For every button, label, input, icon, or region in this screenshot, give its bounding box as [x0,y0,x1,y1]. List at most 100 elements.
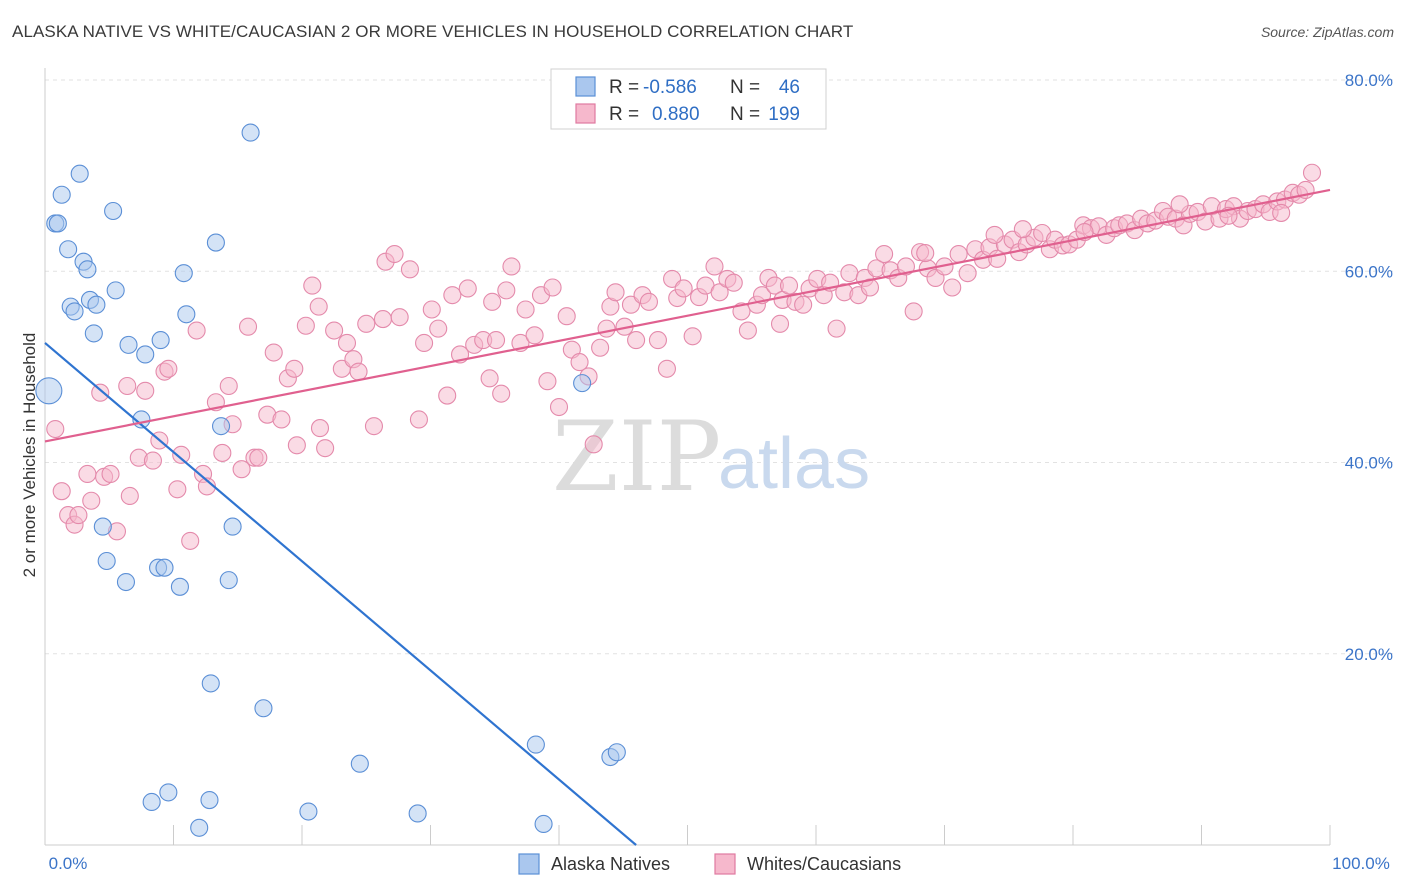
white-point [875,244,894,264]
white-point [896,257,916,276]
white-point [597,319,616,338]
alaska-point [211,417,231,436]
alaska-point [159,783,178,802]
y-tick-label: 80.0% [1345,71,1393,90]
white-point [1272,203,1291,222]
axes [44,68,1331,846]
y-tick-label: 20.0% [1345,645,1393,664]
white-point [400,260,419,279]
white-point [349,362,368,381]
source-credit: Source: ZipAtlas.com [1260,24,1394,40]
white-point [483,292,502,311]
alaska-point [219,571,238,590]
white-point [181,531,200,550]
white-point [238,317,258,336]
white-point [159,359,178,378]
white-point [213,443,232,462]
watermark-atlas: atlas [718,424,870,504]
white-point [627,331,646,350]
alaska-point [48,214,67,233]
alaska-point [84,324,103,343]
alaska-point [59,240,78,259]
white-point [373,310,393,329]
white-point [674,279,693,298]
y-tick-label: 60.0% [1345,262,1393,281]
white-point [52,482,71,501]
white-point [840,264,859,283]
white-point [272,410,291,429]
alaska-point [174,264,193,283]
alaska-point [177,305,196,324]
white-point [325,321,344,340]
white-r-value: 0.880 [652,104,700,125]
white-point [497,281,516,300]
alaska-point [35,377,63,405]
white-point [827,319,846,338]
alaska-point [350,754,369,773]
alaska-point [119,335,138,354]
white-point [657,359,676,378]
white-point [443,286,462,305]
alaska-r-value: -0.586 [643,77,697,98]
white-point [486,331,506,350]
white-point [316,439,335,458]
alaska-point [106,281,125,300]
series-legend: Alaska Natives Whites/Caucasians [518,853,901,875]
alaska-point [200,791,219,810]
white-point [172,445,191,464]
white-point [390,308,409,327]
white-point [82,491,101,510]
legend-swatch-alaska [518,853,540,875]
white-point [549,397,569,417]
white-point [303,276,322,295]
white-r-label: R = [609,104,639,125]
white-point [538,372,557,391]
white-point [591,338,610,357]
white-point [949,244,968,264]
alaska-point [87,295,106,314]
white-point [904,302,923,321]
white-point [136,381,155,400]
alaska-point [573,374,592,393]
alaska-native-points [35,123,626,837]
y-tick-label: 40.0% [1345,454,1393,473]
stats-legend: R = -0.586 N = 46 R = 0.880 N = 199 [550,68,827,130]
alaska-point [97,551,116,571]
alaska-point [104,201,123,221]
x-tick-label-end: 100.0% [1332,854,1390,873]
alaska-trend-line [44,342,637,846]
white-point [916,244,935,263]
alaska-point [78,260,97,279]
white-point [606,283,625,302]
white-point [287,436,306,455]
grid-lines [45,79,1395,655]
white-point [91,383,110,402]
white-point [1302,163,1322,182]
y-axis-label: 2 or more Vehicles in Household [20,333,39,578]
white-point [1170,195,1189,214]
y-tick-labels: 20.0% 40.0% 60.0% 80.0% [1345,71,1393,664]
chart-title: ALASKA NATIVE VS WHITE/CAUCASIAN 2 OR MO… [12,22,854,41]
white-point [364,417,384,436]
white-point [168,480,187,499]
white-point [232,460,251,479]
alaska-point [136,345,155,364]
white-point [724,273,743,292]
legend-label-alaska: Alaska Natives [551,854,670,874]
white-point [249,448,268,467]
white-point [309,297,328,316]
white-point [958,264,977,283]
white-point [415,333,434,353]
white-point [557,307,576,326]
white-point [480,369,499,388]
white-point [570,353,589,372]
stats-legend-row-white: R = 0.880 N = 199 [575,103,800,125]
alaska-point [65,302,84,321]
white-point [385,244,404,264]
white-swatch [575,103,596,124]
white-point [502,257,521,276]
alaska-point [70,164,89,183]
watermark: ZIP atlas [552,401,870,513]
white-n-value: 199 [768,104,800,125]
